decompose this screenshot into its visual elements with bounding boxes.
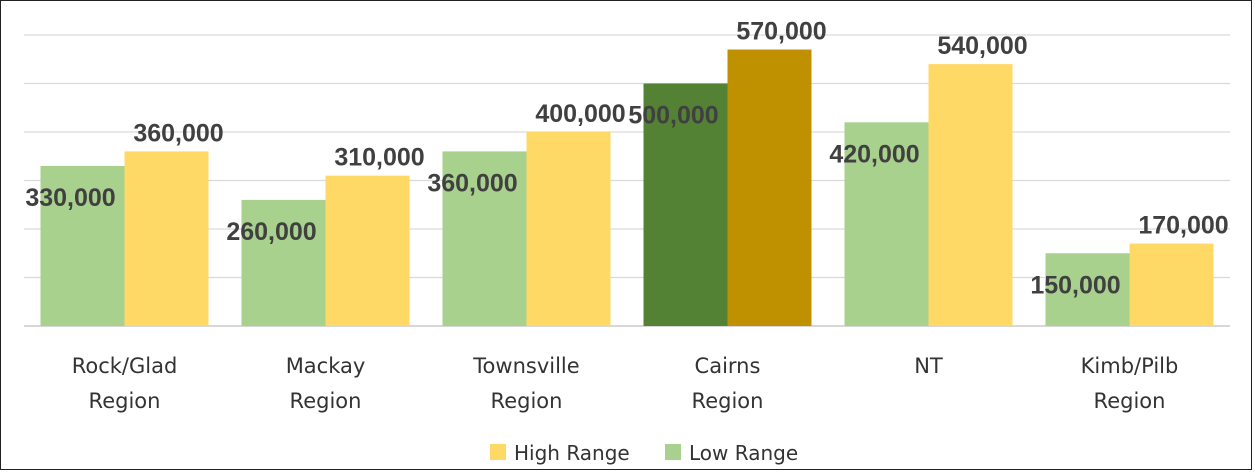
legend-swatch (490, 444, 506, 460)
legend-swatch (665, 444, 681, 460)
bar-high-range (526, 132, 611, 326)
data-label-high-range: 400,000 (535, 100, 625, 128)
data-labels: 330,000360,000260,000310,000360,000400,0… (25, 18, 1228, 300)
data-label-low-range: 360,000 (427, 169, 517, 197)
category-label: Mackay Region (286, 354, 366, 413)
data-label-high-range: 570,000 (736, 18, 826, 46)
data-label-low-range: 420,000 (829, 140, 919, 168)
data-label-low-range: 500,000 (628, 102, 718, 130)
gridlines (24, 34, 1230, 327)
category-label: Cairns Region (692, 354, 764, 413)
data-label-low-range: 150,000 (1030, 271, 1120, 299)
bar-low-range (442, 151, 527, 326)
bar-high-range (727, 49, 812, 327)
bar-low-range (643, 83, 728, 326)
legend: High Range Low Range (490, 441, 798, 465)
category-label: Townsville Region (472, 354, 579, 413)
category-label: Kimb/Pilb Region (1081, 354, 1179, 413)
legend-label: Low Range (689, 441, 798, 465)
bar-high-range (325, 175, 410, 326)
data-label-high-range: 360,000 (133, 119, 223, 147)
data-label-low-range: 330,000 (25, 184, 115, 212)
data-label-high-range: 170,000 (1138, 212, 1228, 240)
legend-label: High Range (514, 441, 630, 465)
data-label-low-range: 260,000 (226, 218, 316, 246)
data-label-high-range: 540,000 (937, 32, 1027, 60)
category-axis-labels: Rock/Glad Region Mackay Region Townsville Reg… (72, 354, 1179, 413)
bar-low-range (40, 165, 125, 326)
bar-high-range (928, 64, 1013, 326)
bar-low-range (844, 122, 929, 326)
bar-low-range (1045, 253, 1130, 326)
bar-high-range (1129, 243, 1214, 326)
bar-high-range (124, 151, 209, 326)
bar-low-range (241, 199, 326, 326)
category-label: Rock/Glad Region (72, 354, 178, 413)
category-label: NT (914, 354, 943, 378)
bars (40, 49, 1214, 327)
data-label-high-range: 310,000 (334, 144, 424, 172)
